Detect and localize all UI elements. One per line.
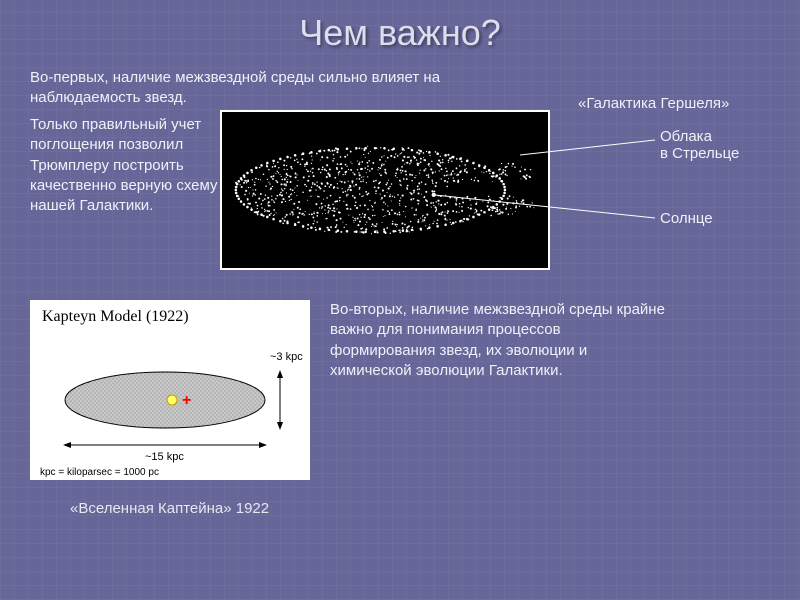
paragraph-2: Только правильный учет поглощения позвол… xyxy=(30,115,220,216)
kapteyn-bottom-dim: ~15 kpc xyxy=(145,451,184,463)
svg-text:+: + xyxy=(182,392,191,409)
paragraph-3: Во-вторых, наличие межзвездной среды кра… xyxy=(330,300,670,381)
figure-kapteyn-model: Kapteyn Model (1922) + ~3 kpc ~15 kpc kp… xyxy=(30,300,310,480)
label-clouds: Облака в Стрельце xyxy=(660,128,780,162)
kapteyn-title: Kapteyn Model (1922) xyxy=(42,308,189,326)
label-sun: Солнце xyxy=(660,210,713,227)
label-clouds-l1: Облака xyxy=(660,128,712,145)
slide-title: Чем важно? xyxy=(0,0,800,54)
kapteyn-top-dim: ~3 kpc xyxy=(270,351,303,363)
paragraph-1: Во-первых, наличие межзвездной среды сил… xyxy=(30,68,510,109)
kapteyn-footnote: kpc = kiloparsec = 1000 pc xyxy=(40,467,159,478)
label-clouds-l2: в Стрельце xyxy=(660,145,739,162)
kapteyn-caption: «Вселенная Каптейна» 1922 xyxy=(70,500,269,517)
figure-herschel-galaxy xyxy=(220,110,550,270)
label-herschel-galaxy: «Галактика Гершеля» xyxy=(578,95,729,112)
